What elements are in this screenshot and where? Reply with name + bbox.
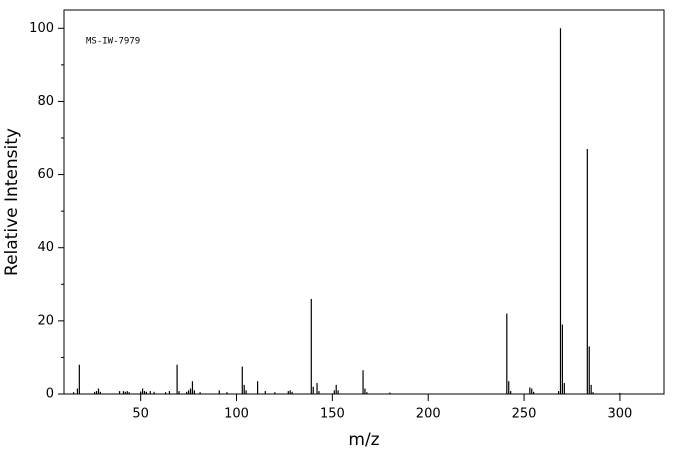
x-tick-label: 250: [512, 407, 537, 422]
x-tick-label: 100: [224, 407, 249, 422]
y-tick-label: 40: [37, 240, 54, 255]
annotation: MS-IW-7979: [86, 37, 140, 47]
y-tick-label: 20: [37, 313, 54, 328]
x-tick-label: 50: [132, 407, 149, 422]
y-tick-label: 60: [37, 167, 54, 182]
y-tick-label: 100: [29, 21, 54, 36]
x-tick-label: 150: [320, 407, 345, 422]
y-axis-label: Relative Intensity: [2, 128, 22, 276]
plot-frame: [63, 9, 665, 395]
x-tick-label: 200: [416, 407, 441, 422]
y-tick-label: 80: [37, 94, 54, 109]
y-tick-label: 0: [46, 387, 54, 402]
x-axis-label: m/z: [348, 430, 379, 450]
x-tick-label: 300: [607, 407, 632, 422]
